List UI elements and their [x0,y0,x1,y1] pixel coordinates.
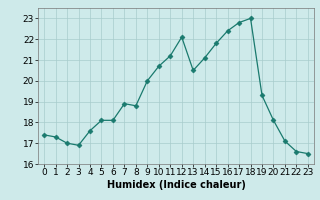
X-axis label: Humidex (Indice chaleur): Humidex (Indice chaleur) [107,180,245,190]
